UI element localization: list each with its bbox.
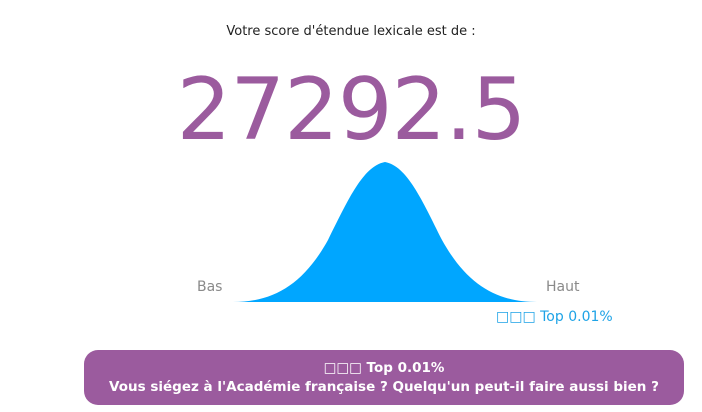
distribution-curve <box>233 162 537 302</box>
score-intro-text: Votre score d'étendue lexicale est de : <box>226 24 476 39</box>
high-score-label: Haut <box>546 279 580 295</box>
low-score-label: Bas <box>197 279 223 295</box>
score-value: 27292.5 <box>176 60 527 160</box>
bell-curve-icon <box>233 162 537 302</box>
result-banner: □□□ Top 0.01% Vous siégez à l'Académie f… <box>84 350 684 405</box>
percentile-rank: □□□ Top 0.01% <box>496 309 613 325</box>
banner-message-line: Vous siégez à l'Académie française ? Que… <box>109 378 659 395</box>
banner-rank-line: □□□ Top 0.01% <box>323 359 445 376</box>
